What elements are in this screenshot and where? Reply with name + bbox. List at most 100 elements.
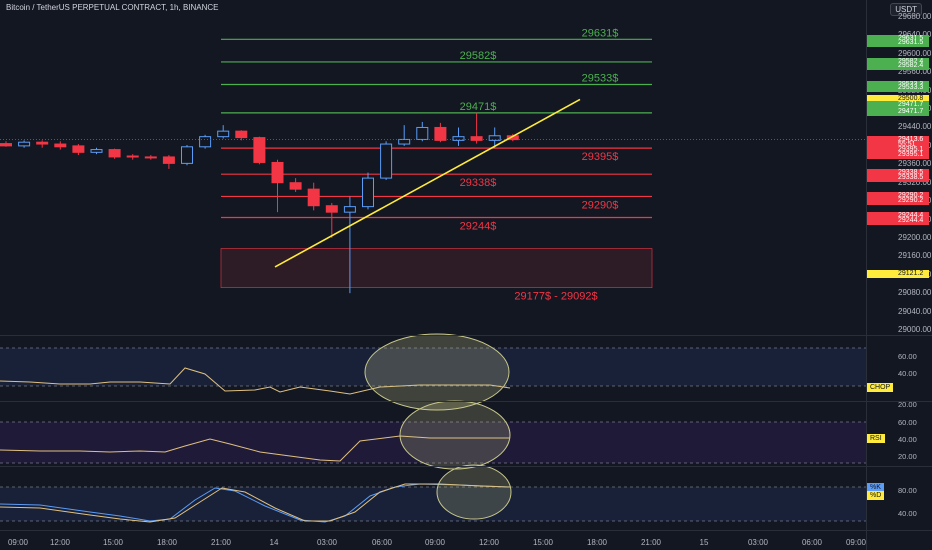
level-label: 29582$ [460, 50, 497, 62]
chop-band [0, 348, 866, 386]
price-tick: 29000.00 [898, 325, 932, 334]
price-tag: 29121.2 [867, 270, 929, 279]
demand-zone [220, 248, 653, 288]
level-label: 29395$ [582, 151, 619, 163]
highlight-ellipse [399, 400, 511, 470]
indicator-tick: 40.00 [898, 369, 917, 378]
candle-body [162, 156, 175, 164]
price-tick: 29040.00 [898, 306, 932, 316]
candle-body [253, 137, 266, 163]
candle-body [72, 145, 85, 153]
indicator-tick: 20.00 [898, 400, 917, 409]
price-tick: 29560.00 [898, 67, 932, 77]
time-label: 18:00 [156, 538, 178, 547]
time-label: 09:00 [845, 538, 867, 547]
price-axis-separator [866, 0, 867, 550]
time-label: 09:00 [7, 538, 29, 547]
level-label: 29631$ [582, 27, 619, 39]
price-tag: 29471.7 [867, 101, 929, 110]
candle-body [0, 143, 12, 147]
candle-body [380, 143, 393, 179]
chop-label: CHOP [867, 383, 894, 392]
time-label: 09:00 [424, 538, 446, 547]
price-tag: 29244.4 [867, 212, 929, 221]
time-label: 21:00 [640, 538, 662, 547]
symbol-title: Bitcoin / TetherUS PERPETUAL CONTRACT, 1… [6, 3, 219, 12]
indicator-tick: 20.00 [898, 452, 917, 461]
price-tick: 29360.00 [898, 159, 932, 169]
stoch-d-line [0, 483, 511, 523]
candle-body [18, 141, 31, 147]
price-tag: 29395.1 [867, 145, 929, 154]
rsi-line [0, 435, 510, 462]
level-label: 29533$ [582, 73, 619, 85]
time-label: 15:00 [532, 538, 554, 547]
price-tag: 55:51 [867, 140, 929, 149]
chop-line [0, 367, 511, 395]
stoch-k-label: %K [867, 483, 884, 492]
price-tick: 29160.00 [898, 251, 932, 261]
candle-body [217, 130, 230, 138]
currency-badge[interactable]: USDT [890, 3, 922, 16]
candle-body [235, 130, 248, 139]
candle-body [343, 206, 356, 213]
rsi-band [0, 422, 866, 463]
time-label: 12:00 [478, 538, 500, 547]
stoch-k-line [0, 483, 511, 523]
candle-body [416, 126, 429, 140]
demand-zone-label: 29177$ - 29092$ [514, 291, 597, 303]
time-axis-separator [0, 530, 932, 531]
indicator-tick: 40.00 [898, 435, 917, 444]
time-label: 15 [699, 538, 709, 547]
candle-body [289, 182, 302, 190]
price-tag: 29290.2 [867, 192, 929, 201]
time-label: 21:00 [210, 538, 232, 547]
time-label: 15:00 [102, 538, 124, 547]
candle-body [144, 156, 157, 159]
price-tag: 29395.1 [867, 150, 929, 159]
pane-separator[interactable] [0, 466, 932, 467]
price-tag: 29413.6 [867, 135, 929, 144]
stoch-d-label: %D [867, 491, 885, 500]
candle-body [398, 138, 411, 145]
price-tick: 29640.00 [898, 30, 931, 39]
level-label: 29290$ [582, 199, 619, 211]
price-tag: 29582.4 [867, 61, 929, 70]
pane-separator[interactable] [0, 335, 932, 336]
time-label: 12:00 [49, 538, 71, 547]
pane-separator[interactable] [0, 401, 932, 402]
price-tag: 29500.8 [867, 95, 929, 104]
price-tick: 29680.00 [898, 12, 932, 21]
price-tick: 29200.00 [898, 232, 932, 242]
candle-body [271, 161, 284, 184]
price-tag: 29338.5 [867, 169, 929, 178]
candle-body [452, 136, 465, 141]
rsi-label: RSI [867, 434, 885, 443]
price-tag: 29244.4 [867, 217, 929, 226]
price-tag: 29471.7 [867, 107, 929, 116]
candle-body [488, 135, 501, 141]
time-label: 03:00 [316, 538, 338, 547]
candle-body [54, 143, 67, 148]
candle-body [90, 149, 103, 153]
price-tag: 29631.5 [867, 38, 929, 47]
time-label: 14 [269, 538, 279, 547]
price-tag: 29290.2 [867, 197, 929, 206]
candle-body [108, 149, 121, 158]
price-tag: 29338.5 [867, 174, 929, 183]
candle-body [470, 136, 483, 141]
price-tick: 29440.00 [898, 122, 932, 132]
candle-body [307, 188, 320, 207]
indicator-tick: 60.00 [898, 418, 917, 427]
highlight-ellipse [364, 333, 510, 411]
candle-body [434, 126, 447, 141]
time-label: 03:00 [747, 538, 769, 547]
candle-body [36, 141, 49, 145]
indicator-tick: 80.00 [898, 486, 917, 495]
time-label: 06:00 [801, 538, 823, 547]
level-label: 29471$ [460, 101, 497, 113]
indicator-tick: 40.00 [898, 509, 917, 518]
time-label: 18:00 [586, 538, 608, 547]
